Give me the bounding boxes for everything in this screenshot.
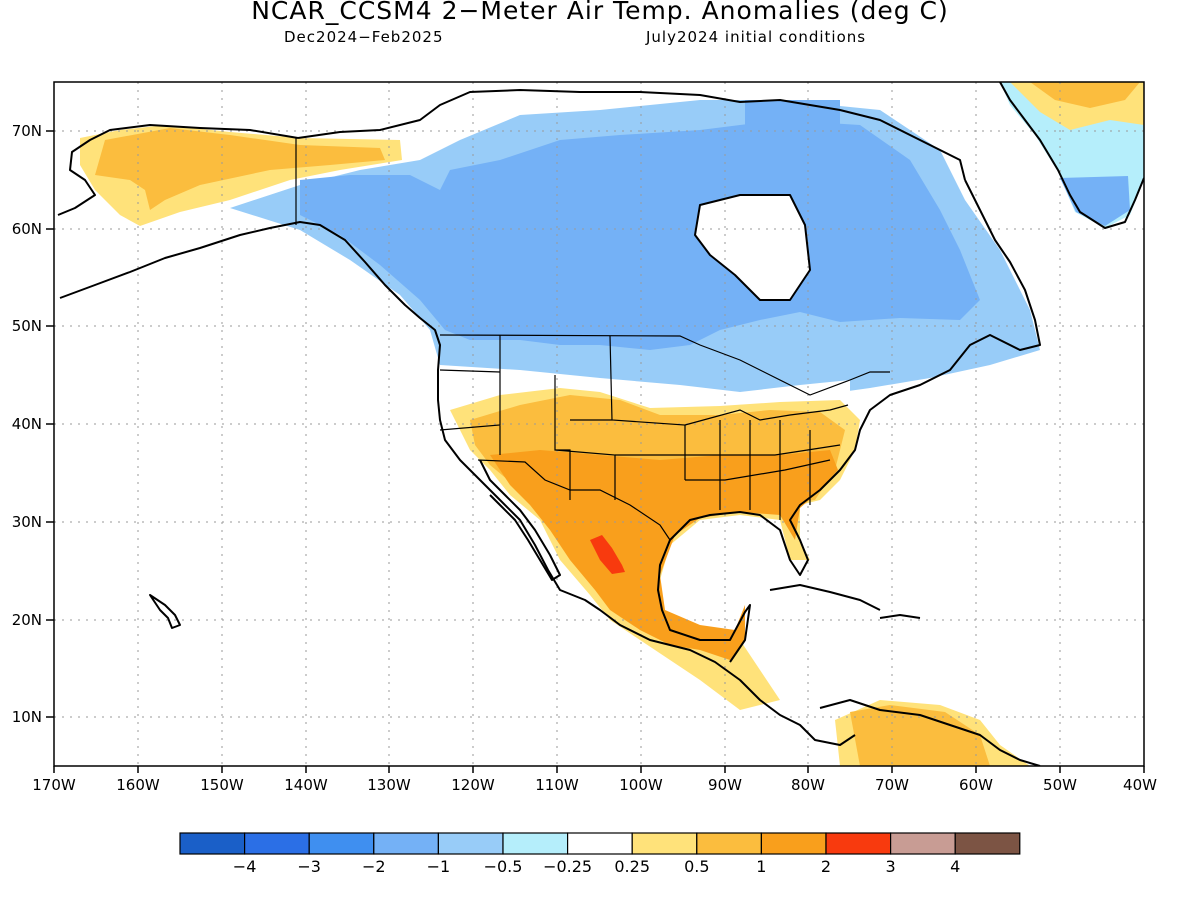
colorbar-label: 0.25 xyxy=(614,857,650,876)
lon-label-110w: 110W xyxy=(535,776,579,794)
season-label: Dec2024−Feb2025 xyxy=(284,28,444,46)
colorbar-label: 0.5 xyxy=(684,857,710,876)
lon-label-60w: 60W xyxy=(959,776,993,794)
initial-conditions-label: July2024 initial conditions xyxy=(646,28,867,46)
lon-label-120w: 120W xyxy=(451,776,495,794)
lat-label-30n: 30N xyxy=(12,513,42,531)
colorbar-label: −0.25 xyxy=(543,857,593,876)
lon-label-70w: 70W xyxy=(875,776,909,794)
lon-label-90w: 90W xyxy=(708,776,742,794)
map-title: NCAR_CCSM4 2−Meter Air Temp. Anomalies (… xyxy=(251,0,949,25)
colorbar-swatch xyxy=(566,832,633,855)
lat-label-60n: 60N xyxy=(12,220,42,238)
colorbar-swatch xyxy=(502,832,569,855)
colorbar-swatch xyxy=(631,832,698,855)
colorbar-swatch xyxy=(696,832,762,855)
lon-label-50w: 50W xyxy=(1043,776,1077,794)
colorbar-label: −0.5 xyxy=(483,857,523,876)
political-borders xyxy=(295,138,890,541)
colorbar-label: −1 xyxy=(426,857,451,876)
lat-label-70n: 70N xyxy=(12,122,42,140)
colorbar-label: 1 xyxy=(756,857,767,876)
colorbar-label: 4 xyxy=(950,857,961,876)
colorbar-swatch xyxy=(179,832,246,855)
anomaly-region-hotspot xyxy=(590,535,625,574)
lon-label-100w: 100W xyxy=(619,776,663,794)
colorbar-label: −4 xyxy=(232,857,257,876)
colorbar-swatch xyxy=(308,832,375,855)
colorbar-swatch xyxy=(954,832,1021,855)
colorbar-swatch xyxy=(373,832,439,855)
lat-label-40n: 40N xyxy=(12,415,42,433)
colorbar-swatch xyxy=(437,832,504,855)
colorbar-label: −2 xyxy=(362,857,386,876)
axis-ticks xyxy=(46,130,1145,773)
lat-label-10n: 10N xyxy=(12,708,42,726)
lon-label-140w: 140W xyxy=(284,776,328,794)
lon-label-160w: 160W xyxy=(116,776,160,794)
colorbar-label: −3 xyxy=(297,857,321,876)
lat-label-50n: 50N xyxy=(12,317,42,335)
coastlines xyxy=(57,82,1144,766)
colorbar-swatch xyxy=(825,832,892,855)
lon-label-80w: 80W xyxy=(791,776,825,794)
colorbar-label: 2 xyxy=(820,857,832,876)
colorbar-label: 3 xyxy=(885,857,896,876)
colorbar xyxy=(179,832,1021,855)
lon-label-40w: 40W xyxy=(1123,776,1157,794)
colorbar-swatch xyxy=(889,832,956,855)
lat-label-20n: 20N xyxy=(12,611,42,629)
colorbar-swatch xyxy=(244,832,310,855)
colorbar-swatch xyxy=(760,832,827,855)
lon-label-150w: 150W xyxy=(200,776,244,794)
anomaly-region-canada-cold xyxy=(300,120,980,350)
lon-label-130w: 130W xyxy=(367,776,411,794)
lon-label-170w: 170W xyxy=(32,776,76,794)
hudson-bay xyxy=(695,195,810,300)
graticule xyxy=(54,82,1144,766)
